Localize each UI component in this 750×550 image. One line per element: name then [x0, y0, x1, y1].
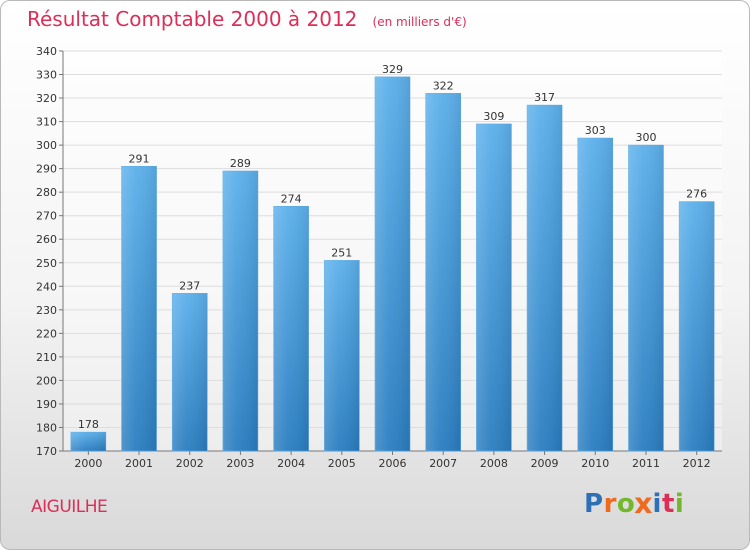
chart-title: Résultat Comptable 2000 à 2012 — [27, 7, 358, 31]
bar-shine-2007 — [425, 93, 461, 452]
brand-letter: x — [634, 487, 654, 521]
y-tick-label: 230 — [36, 304, 57, 317]
y-tick-label: 190 — [36, 398, 57, 411]
y-tick-label: 170 — [36, 445, 57, 458]
value-label-2009: 317 — [534, 91, 555, 104]
y-tick-label: 320 — [36, 92, 57, 105]
value-label-2003: 289 — [230, 157, 251, 170]
x-tick-label-2006: 2006 — [379, 457, 407, 470]
x-tick-label-2004: 2004 — [277, 457, 305, 470]
x-tick-label-2005: 2005 — [328, 457, 356, 470]
bar-shine-2005 — [324, 260, 360, 451]
value-label-2007: 322 — [433, 79, 454, 92]
y-tick-label: 220 — [36, 327, 57, 340]
y-tick-label: 270 — [36, 210, 57, 223]
x-tick-label-2001: 2001 — [125, 457, 153, 470]
x-tick-label-2009: 2009 — [531, 457, 559, 470]
y-tick-label: 340 — [36, 45, 57, 58]
bar-shine-2012 — [679, 201, 715, 451]
value-label-2010: 303 — [585, 124, 606, 137]
bar-shine-2004 — [273, 206, 309, 451]
y-tick-label: 210 — [36, 351, 57, 364]
bar-shine-2011 — [628, 145, 664, 451]
value-label-2012: 276 — [686, 188, 707, 201]
brand-letter: r — [603, 489, 617, 519]
value-label-2008: 309 — [483, 110, 504, 123]
y-tick-label: 180 — [36, 421, 57, 434]
brand-letter: i — [652, 489, 662, 519]
y-tick-label: 330 — [36, 69, 57, 82]
bar-shine-2000 — [70, 432, 106, 451]
x-tick-label-2008: 2008 — [480, 457, 508, 470]
bar-shine-2006 — [375, 76, 410, 451]
x-tick-label-2002: 2002 — [176, 457, 204, 470]
chart-subtitle: (en milliers d'€) — [372, 15, 467, 29]
value-label-2001: 291 — [129, 152, 150, 165]
brand-letter: i — [674, 489, 685, 519]
brand-letter: t — [661, 489, 675, 519]
value-label-2006: 329 — [382, 63, 403, 76]
value-label-2000: 178 — [78, 418, 99, 431]
x-tick-label-2011: 2011 — [632, 457, 660, 470]
y-tick-label: 290 — [36, 163, 57, 176]
bar-shine-2009 — [527, 105, 563, 451]
labels: 170 180 190 200 210 220 230 240 250 260 270 280 290 3… — [36, 45, 711, 470]
x-tick-label-2010: 2010 — [581, 457, 609, 470]
place-name: AIGUILHE — [31, 497, 108, 517]
y-tick-label: 280 — [36, 186, 57, 199]
value-label-2004: 274 — [281, 192, 302, 205]
value-label-2002: 237 — [179, 279, 200, 292]
y-tick-label: 260 — [36, 233, 57, 246]
y-tick-label: 200 — [36, 374, 57, 387]
value-label-2005: 251 — [331, 246, 352, 259]
x-tick-label-2012: 2012 — [683, 457, 711, 470]
y-tick-label: 310 — [36, 116, 57, 129]
bar-shine-2002 — [172, 293, 208, 451]
y-tick-label: 300 — [36, 139, 57, 152]
x-tick-label-2007: 2007 — [429, 457, 457, 470]
bar-shine-2010 — [577, 138, 613, 451]
brand-letter: P — [584, 489, 604, 519]
bar-shine-2008 — [476, 123, 512, 452]
brand-letter: o — [616, 489, 636, 519]
x-tick-label-2000: 2000 — [74, 457, 102, 470]
x-tick-label-2003: 2003 — [226, 457, 254, 470]
title-row: Résultat Comptable 2000 à 2012 (en milli… — [27, 7, 467, 31]
y-tick-label: 240 — [36, 280, 57, 293]
bar-shine-2003 — [222, 171, 258, 451]
brand-logo: Proxiti — [584, 487, 685, 521]
bars — [70, 76, 715, 452]
y-tick-label: 250 — [36, 257, 57, 270]
bar-shine-2001 — [121, 166, 157, 451]
value-label-2011: 300 — [635, 131, 656, 144]
